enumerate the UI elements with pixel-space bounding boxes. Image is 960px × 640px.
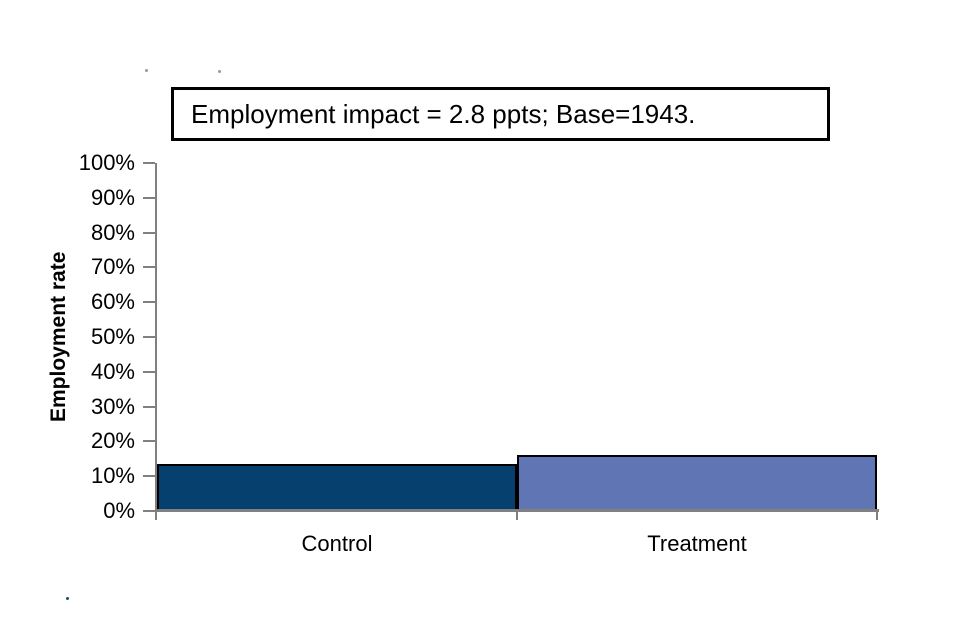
y-tick-label: 80% <box>90 219 135 245</box>
y-tick-label: 0% <box>103 498 135 523</box>
x-tick <box>516 511 518 520</box>
y-tick-label: 90% <box>90 184 135 210</box>
y-tick <box>143 370 155 373</box>
category-label-control: Control <box>301 531 373 556</box>
x-tick <box>876 511 878 520</box>
y-tick-label: 70% <box>90 254 135 280</box>
speck-artifact <box>218 70 221 73</box>
x-axis-line <box>155 509 879 512</box>
y-tick-label: 60% <box>90 289 135 315</box>
y-tick <box>143 510 155 512</box>
chart-annotation-text: Employment impact = 2.8 ppts; Base=1943. <box>191 98 696 129</box>
chart-annotation-box: Employment impact = 2.8 ppts; Base=1943. <box>171 87 830 141</box>
y-tick <box>143 196 155 199</box>
plot-area: 0% 10% 20% 30% 40% 50% 60% 70% 80% 90% 100% Control… <box>79 151 879 556</box>
y-tick-label: 40% <box>90 358 135 384</box>
y-tick <box>143 231 155 234</box>
x-tick <box>155 511 157 520</box>
category-label-treatment: Treatment <box>647 531 747 556</box>
y-tick <box>143 336 155 338</box>
bar-control <box>157 464 517 511</box>
y-tick-label: 10% <box>90 463 135 489</box>
y-tick <box>143 475 155 478</box>
y-tick <box>143 301 155 304</box>
speck-artifact <box>66 597 69 600</box>
speck-artifact <box>145 69 148 72</box>
y-tick <box>143 162 155 164</box>
bar-treatment <box>517 455 877 511</box>
y-tick <box>143 440 155 443</box>
y-tick-label: 50% <box>90 324 135 349</box>
y-tick-label: 30% <box>90 393 135 419</box>
y-tick-label: 20% <box>90 428 135 454</box>
y-tick <box>143 266 155 269</box>
y-axis-line <box>155 163 157 511</box>
y-tick-label: 100% <box>78 150 135 175</box>
y-tick <box>143 405 155 408</box>
